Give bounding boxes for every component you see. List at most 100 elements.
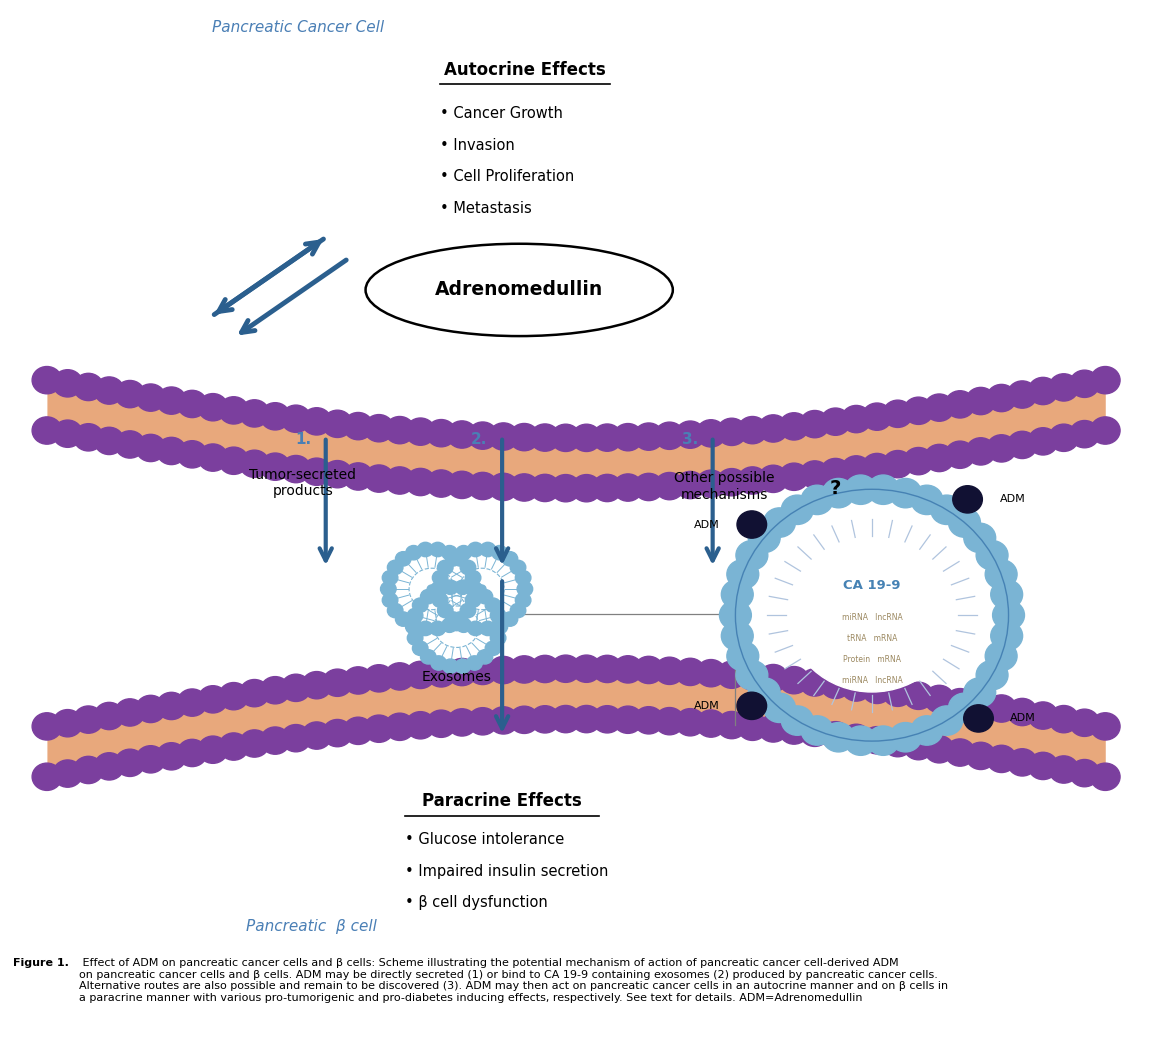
Circle shape	[1028, 702, 1057, 729]
Circle shape	[431, 583, 447, 598]
Circle shape	[426, 420, 456, 447]
Circle shape	[931, 495, 963, 525]
Circle shape	[802, 715, 833, 745]
Circle shape	[177, 441, 207, 468]
Circle shape	[420, 589, 436, 604]
Circle shape	[634, 656, 664, 684]
Circle shape	[426, 710, 456, 737]
Circle shape	[1007, 699, 1037, 726]
Circle shape	[477, 585, 485, 593]
Circle shape	[697, 420, 726, 447]
Text: Effect of ADM on pancreatic cancer cells and β cells: Scheme illustrating the po: Effect of ADM on pancreatic cancer cells…	[79, 958, 948, 1003]
Circle shape	[442, 659, 459, 673]
Circle shape	[468, 708, 497, 735]
Circle shape	[841, 405, 871, 432]
Circle shape	[364, 414, 393, 442]
Circle shape	[572, 706, 601, 733]
Circle shape	[748, 523, 781, 552]
Circle shape	[931, 706, 963, 735]
Circle shape	[964, 523, 995, 552]
Circle shape	[406, 620, 421, 634]
Circle shape	[219, 683, 249, 710]
Circle shape	[634, 423, 664, 450]
Circle shape	[720, 601, 752, 630]
Circle shape	[431, 582, 446, 596]
Circle shape	[510, 424, 539, 450]
Circle shape	[593, 655, 622, 683]
Circle shape	[1007, 749, 1037, 776]
Circle shape	[676, 709, 705, 736]
Circle shape	[572, 655, 601, 683]
Circle shape	[74, 373, 103, 401]
Circle shape	[135, 434, 166, 462]
Circle shape	[477, 589, 492, 604]
Circle shape	[736, 541, 768, 570]
Text: Exosomes: Exosomes	[421, 670, 491, 684]
Circle shape	[721, 622, 753, 650]
Circle shape	[322, 410, 352, 438]
Circle shape	[135, 384, 166, 411]
Circle shape	[964, 677, 995, 707]
Circle shape	[593, 424, 622, 451]
Circle shape	[1090, 417, 1120, 444]
Text: • β cell dysfunction: • β cell dysfunction	[405, 895, 548, 910]
Circle shape	[489, 473, 518, 501]
Text: • Cancer Growth: • Cancer Growth	[440, 106, 562, 121]
Circle shape	[468, 658, 497, 685]
Circle shape	[322, 669, 352, 696]
Circle shape	[406, 418, 435, 445]
Text: CA 19-9: CA 19-9	[844, 580, 901, 592]
Circle shape	[759, 714, 788, 742]
Circle shape	[467, 582, 483, 596]
Text: Paracrine Effects: Paracrine Effects	[422, 792, 582, 810]
Circle shape	[53, 369, 83, 397]
Circle shape	[442, 618, 457, 632]
Text: Pancreatic Cancer Cell: Pancreatic Cancer Cell	[212, 20, 384, 35]
Circle shape	[322, 720, 352, 747]
Circle shape	[985, 560, 1018, 589]
Circle shape	[820, 722, 851, 749]
Circle shape	[407, 631, 422, 645]
Circle shape	[655, 708, 684, 734]
Circle shape	[460, 604, 476, 618]
Text: Adrenomedullin: Adrenomedullin	[435, 281, 603, 300]
Circle shape	[780, 463, 809, 490]
Circle shape	[385, 417, 414, 444]
Circle shape	[530, 655, 560, 683]
Circle shape	[911, 485, 943, 514]
Circle shape	[551, 655, 580, 683]
Circle shape	[924, 685, 955, 712]
Text: Pancreatic  β cell: Pancreatic β cell	[246, 919, 377, 934]
Circle shape	[572, 424, 601, 451]
Circle shape	[862, 403, 892, 430]
Circle shape	[156, 438, 187, 465]
Circle shape	[634, 707, 664, 734]
Circle shape	[364, 665, 393, 692]
Circle shape	[281, 674, 310, 702]
Circle shape	[406, 662, 435, 689]
Circle shape	[198, 393, 228, 421]
Circle shape	[406, 546, 421, 560]
Text: 1.: 1.	[295, 432, 312, 447]
Text: • Impaired insulin secretion: • Impaired insulin secretion	[405, 864, 609, 878]
Circle shape	[33, 417, 62, 444]
Circle shape	[867, 476, 900, 504]
Circle shape	[33, 763, 62, 790]
Circle shape	[1049, 424, 1078, 451]
Circle shape	[116, 749, 145, 776]
Circle shape	[613, 424, 643, 451]
Circle shape	[447, 421, 477, 448]
Circle shape	[845, 726, 876, 755]
Circle shape	[1070, 709, 1099, 736]
Text: • Glucose intolerance: • Glucose intolerance	[405, 832, 565, 847]
Circle shape	[1028, 378, 1057, 405]
Circle shape	[447, 709, 477, 736]
Text: miRNA   lncRNA: miRNA lncRNA	[841, 676, 902, 685]
Circle shape	[412, 641, 428, 655]
Circle shape	[219, 733, 249, 761]
Circle shape	[490, 608, 505, 623]
Circle shape	[952, 486, 983, 513]
Circle shape	[480, 543, 496, 557]
Circle shape	[1090, 763, 1120, 790]
Circle shape	[613, 706, 643, 733]
